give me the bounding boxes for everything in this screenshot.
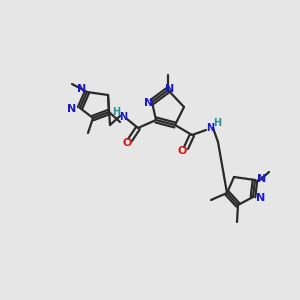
Text: O: O <box>177 146 187 156</box>
Text: N: N <box>68 104 76 114</box>
Text: N: N <box>119 112 127 122</box>
Text: H: H <box>112 107 120 117</box>
Text: N: N <box>256 193 266 203</box>
Text: N: N <box>144 98 154 108</box>
Text: N: N <box>206 123 214 133</box>
Text: N: N <box>165 84 175 94</box>
Text: N: N <box>77 84 87 94</box>
Text: H: H <box>213 118 221 128</box>
Text: N: N <box>257 174 267 184</box>
Text: O: O <box>122 138 132 148</box>
